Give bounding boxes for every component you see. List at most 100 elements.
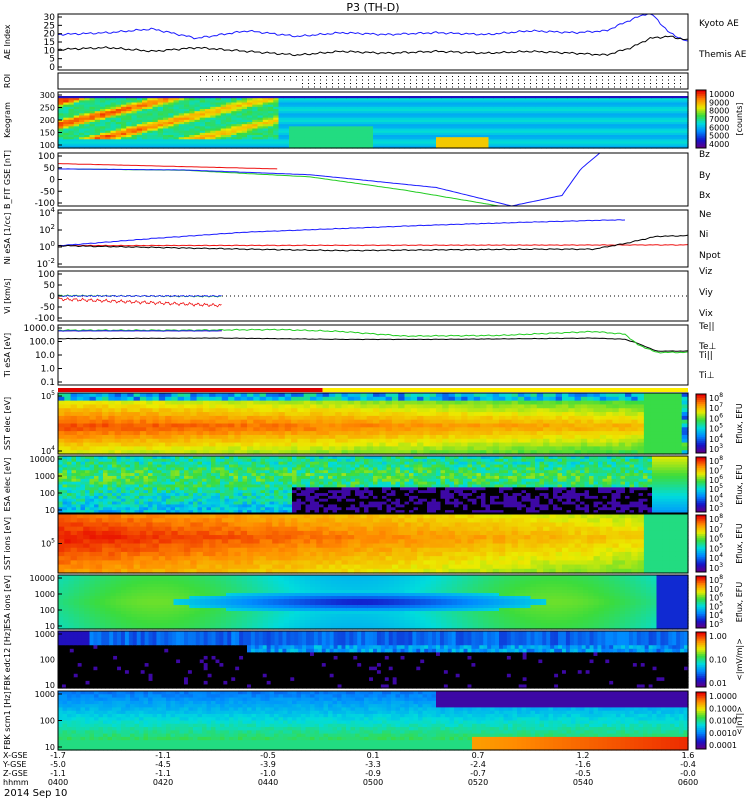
heat-cell <box>322 431 330 436</box>
heat-cell <box>58 115 64 119</box>
heat-cell <box>536 446 544 451</box>
heat-cell <box>373 117 379 121</box>
heat-cell <box>146 408 154 413</box>
heat-cell <box>480 396 487 402</box>
heat-cell <box>535 117 542 121</box>
heat-cell <box>336 96 343 99</box>
heat-cell <box>535 124 542 127</box>
heat-cell <box>415 128 421 132</box>
heat-cell <box>499 419 506 425</box>
heat-cell <box>303 442 311 447</box>
heat-cell <box>63 98 70 101</box>
heat-cell <box>303 438 311 444</box>
heat-cell <box>70 450 78 455</box>
heat-cell <box>178 130 185 134</box>
heat-cell <box>114 419 122 425</box>
heat-cell <box>562 122 568 125</box>
heat-cell <box>121 404 128 409</box>
heat-cell <box>64 423 72 428</box>
heat-cell <box>493 135 500 138</box>
heat-cell <box>630 111 637 114</box>
heat-cell <box>83 450 91 455</box>
heat-cell <box>631 400 639 406</box>
heat-cell <box>530 423 538 428</box>
heat-cell <box>520 124 526 127</box>
heat-cell <box>604 98 610 101</box>
roi-dot <box>530 79 531 81</box>
heat-cell <box>656 126 663 130</box>
heat-cell <box>614 139 621 143</box>
heat-cell <box>100 96 106 99</box>
heat-cell <box>236 102 243 106</box>
heat-cell <box>165 415 172 421</box>
sst-electron-heatmap <box>58 393 689 455</box>
heat-cell <box>346 122 353 125</box>
heat-cell <box>194 122 201 125</box>
heat-cell <box>556 143 563 147</box>
heat-cell <box>310 109 316 112</box>
heat-cell <box>199 139 206 143</box>
heat-cell <box>366 423 374 428</box>
heat-cell <box>63 115 70 119</box>
heat-cell <box>541 102 547 106</box>
heat-cell <box>163 98 169 101</box>
heat-cell <box>257 145 264 149</box>
heat-cell <box>530 141 537 145</box>
heat-cell <box>259 400 267 406</box>
heat-cell <box>58 122 64 125</box>
heat-cell <box>535 128 542 132</box>
roi-dot <box>536 76 537 77</box>
heat-cell <box>289 122 295 125</box>
heat-cell <box>425 119 432 123</box>
heat-cell <box>574 393 582 398</box>
heat-cell <box>89 119 96 123</box>
heat-cell <box>70 442 78 447</box>
heat-cell <box>196 427 204 432</box>
heat-cell <box>462 135 469 138</box>
heat-cell <box>454 450 462 455</box>
heat-cell <box>383 124 390 127</box>
heat-cell <box>171 431 179 436</box>
heat-cell <box>577 113 584 117</box>
heat-cell <box>114 396 122 402</box>
heat-cell <box>599 427 607 432</box>
heat-cell <box>354 442 361 447</box>
heat-cell <box>646 132 652 136</box>
heat-cell <box>399 98 406 101</box>
heat-cell <box>289 139 295 143</box>
heat-cell <box>530 122 537 125</box>
heat-cell <box>394 137 400 140</box>
heat-cell <box>299 117 306 121</box>
heat-cell <box>76 423 84 428</box>
heat-cell <box>467 400 475 406</box>
heat-cell <box>262 141 269 145</box>
heat-cell <box>146 396 154 402</box>
heat-cell <box>451 130 458 134</box>
heat-cell <box>635 98 642 101</box>
heat-cell <box>341 119 348 123</box>
roi-dot <box>380 83 381 84</box>
heat-cell <box>304 115 311 119</box>
heat-cell <box>215 419 223 425</box>
heat-cell <box>236 117 243 121</box>
roi-dot <box>524 76 525 77</box>
heat-cell <box>593 442 601 447</box>
heat-cell <box>139 393 147 398</box>
heat-cell <box>297 434 305 440</box>
heat-cell <box>461 396 469 402</box>
heat-cell <box>236 113 243 117</box>
heat-cell <box>423 393 431 398</box>
roi-dot <box>428 79 429 81</box>
heat-cell <box>577 126 584 130</box>
heat-cell <box>253 412 261 417</box>
heat-cell <box>593 137 600 140</box>
roi-dot <box>248 79 249 81</box>
heat-cell <box>442 450 450 455</box>
heat-cell <box>268 106 274 110</box>
heat-cell <box>415 102 421 106</box>
heat-cell <box>346 115 353 119</box>
heat-cell <box>436 400 443 406</box>
heat-cell <box>346 96 353 99</box>
heat-cell <box>667 96 673 99</box>
roi-dot <box>356 79 357 81</box>
